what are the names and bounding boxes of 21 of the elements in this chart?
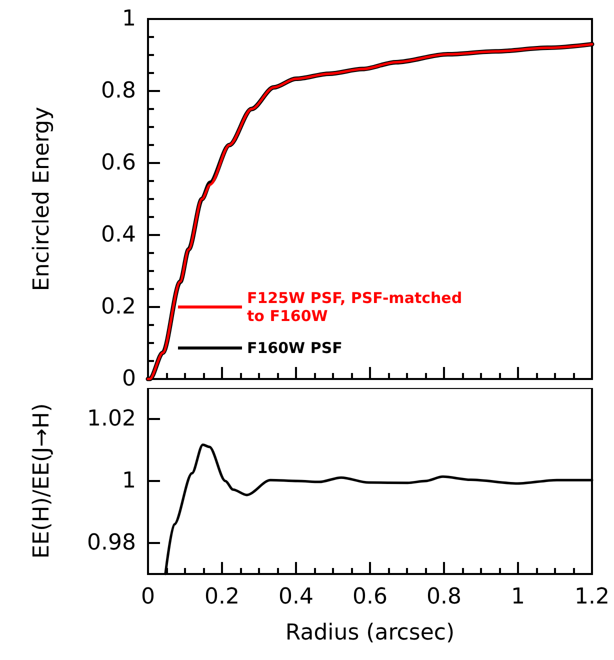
- legend-label: F125W PSF, PSF-matched to F160W: [247, 289, 468, 325]
- legend-label: F160W PSF: [247, 339, 342, 357]
- y-tick-label: 1.02: [87, 406, 136, 432]
- x-tick-label: 0.6: [352, 584, 388, 610]
- y-tick-label: 0.2: [101, 294, 136, 320]
- y-tick-label: 0.98: [87, 530, 136, 556]
- y-tick-label: 0: [122, 366, 136, 392]
- y-tick-label: 0.8: [101, 78, 136, 104]
- y-tick-label: 1: [122, 6, 136, 32]
- y-tick-label: 0.6: [101, 150, 136, 176]
- y-axis-title: Encircled Energy: [30, 106, 54, 292]
- x-axis-title: Radius (arcsec): [285, 620, 455, 646]
- x-tick-label: 1.2: [574, 584, 610, 610]
- x-tick-label: 1: [511, 584, 525, 610]
- x-tick-label: 0.8: [426, 584, 462, 610]
- x-tick-label: 0.4: [278, 584, 314, 610]
- x-tick-label: 0.2: [204, 584, 240, 610]
- x-tick-label: 0: [141, 584, 155, 610]
- y-tick-label: 1: [122, 468, 136, 494]
- y-axis-title: EE(H)/EE(J→H): [30, 403, 54, 559]
- y-tick-label: 0.4: [101, 222, 136, 248]
